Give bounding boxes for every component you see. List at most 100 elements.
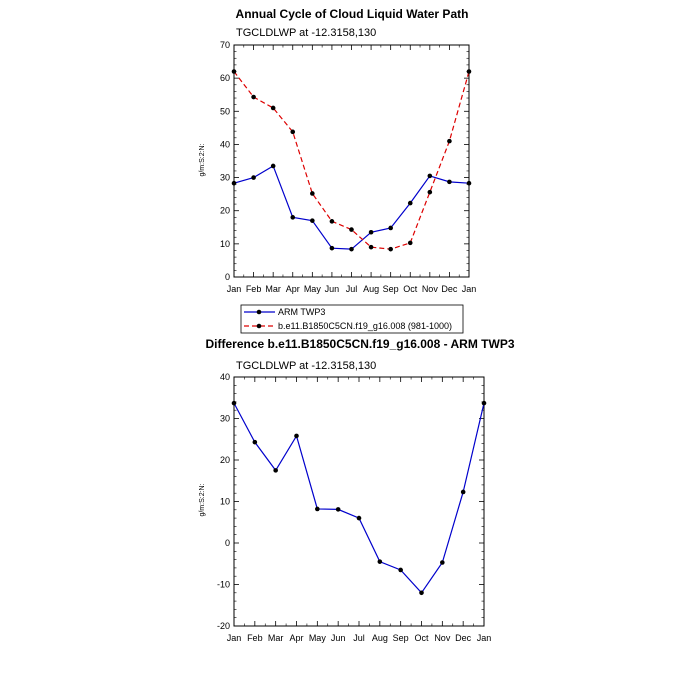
- chart2-point-difference: [377, 559, 383, 564]
- chart-cloud-liquid-annual-cycle: Annual Cycle of Cloud Liquid Water Path …: [199, 7, 476, 334]
- chart1-point-b-e11-b1850c5cn-f19-g16-008-981-1000: [368, 244, 374, 250]
- chart1-ytick-label: 10: [220, 239, 230, 249]
- chart2-point-difference: [315, 506, 320, 512]
- chart1-point-b-e11-b1850c5cn-f19-g16-008-981-1000: [231, 69, 237, 74]
- chart1-point-b-e11-b1850c5cn-f19-g16-008-981-1000: [329, 219, 335, 224]
- chart-difference: Difference b.e11.B1850C5CN.f19_g16.008 -…: [199, 337, 515, 643]
- chart1-xtick-label: Feb: [246, 284, 262, 294]
- chart1-point-arm-twp3: [349, 246, 354, 252]
- chart1-xtick-label: Jun: [325, 284, 340, 294]
- legend-label-arm: ARM TWP3: [278, 307, 325, 317]
- chart1-frame: [233, 44, 470, 278]
- chart1-point-arm-twp3: [329, 245, 335, 251]
- chart2-xtick-label: Feb: [247, 633, 263, 643]
- chart2-point-difference: [481, 400, 487, 406]
- chart2-ytick-label: 10: [220, 497, 230, 507]
- chart2-ytick-label: -20: [217, 621, 230, 631]
- chart1-point-arm-twp3: [427, 173, 433, 179]
- chart2-xtick-label: Apr: [289, 633, 303, 643]
- chart1-xtick-label: Apr: [286, 284, 300, 294]
- chart1-xtick-label: Mar: [265, 284, 281, 294]
- chart1-xtick-label: Jul: [346, 284, 358, 294]
- chart1-axes: [233, 44, 470, 278]
- chart1-ytick-label: 40: [220, 139, 230, 149]
- chart1-point-b-e11-b1850c5cn-f19-g16-008-981-1000: [349, 227, 354, 232]
- chart1-xtick-label: Nov: [422, 284, 439, 294]
- chart1-point-b-e11-b1850c5cn-f19-g16-008-981-1000: [427, 189, 433, 195]
- chart1-ytick-label: 0: [225, 272, 230, 282]
- chart2-ytick-label: 30: [220, 414, 230, 424]
- chart1-ytick-label: 70: [220, 40, 230, 50]
- chart1-point-arm-twp3: [388, 225, 393, 231]
- chart2-tick-labels: Jan Feb Mar Apr May Jun Jul Aug Sep Oct Nov Dec Jan -…: [217, 372, 491, 643]
- chart2-xtick-label: Mar: [268, 633, 284, 643]
- chart2-point-difference: [440, 560, 445, 565]
- chart1-title: Annual Cycle of Cloud Liquid Water Path: [236, 7, 469, 21]
- chart1-tick-labels: Jan Feb Mar Apr May Jun Jul Aug Sep Oct Nov Dec Jan 0…: [220, 40, 476, 294]
- chart2-title: Difference b.e11.B1850C5CN.f19_g16.008 -…: [205, 337, 514, 351]
- legend-marker-arm: [256, 309, 262, 315]
- chart1-marks: [231, 69, 472, 252]
- chart1-point-b-e11-b1850c5cn-f19-g16-008-981-1000: [290, 129, 296, 135]
- chart1-point-b-e11-b1850c5cn-f19-g16-008-981-1000: [447, 138, 452, 144]
- chart2-ytick-label: 20: [220, 455, 230, 465]
- chart1-ytick-label: 20: [220, 206, 230, 216]
- chart2-point-difference: [460, 489, 466, 495]
- chart2-axes: [233, 376, 485, 627]
- chart1-point-arm-twp3: [290, 215, 296, 220]
- chart2-frame: [233, 376, 485, 627]
- chart2-ylabel: g/m:S:2:N:: [199, 483, 206, 516]
- chart2-xtick-label: Dec: [455, 633, 472, 643]
- chart1-xtick-label: Jan: [462, 284, 477, 294]
- chart1-point-b-e11-b1850c5cn-f19-g16-008-981-1000: [310, 191, 315, 196]
- chart1-xtick-label: May: [304, 284, 322, 294]
- chart1-xtick-label: Aug: [363, 284, 379, 294]
- chart1-point-arm-twp3: [447, 179, 452, 185]
- legend-label-model: b.e11.B1850C5CN.f19_g16.008 (981-1000): [278, 321, 452, 331]
- chart2-ytick-label: 0: [225, 538, 230, 548]
- chart2-xtick-label: Jan: [227, 633, 242, 643]
- chart2-point-difference: [273, 468, 278, 473]
- chart2-xtick-label: Aug: [372, 633, 388, 643]
- chart2-point-difference: [356, 515, 362, 521]
- chart2-point-difference: [252, 439, 258, 445]
- chart2-ytick-label: 40: [220, 372, 230, 382]
- legend-marker-model: [256, 323, 262, 329]
- chart2-xtick-label: Sep: [393, 633, 409, 643]
- chart1-point-arm-twp3: [466, 180, 472, 186]
- chart1-point-b-e11-b1850c5cn-f19-g16-008-981-1000: [407, 240, 413, 246]
- chart2-xtick-label: Jan: [477, 633, 492, 643]
- legend-box: [240, 304, 464, 334]
- chart1-point-b-e11-b1850c5cn-f19-g16-008-981-1000: [466, 69, 472, 74]
- chart1-xtick-label: Sep: [383, 284, 399, 294]
- chart2-point-difference: [294, 433, 299, 439]
- chart2-xtick-label: Jun: [331, 633, 346, 643]
- chart1-ytick-label: 60: [220, 73, 230, 83]
- chart1-point-arm-twp3: [368, 229, 374, 235]
- chart1-point-arm-twp3: [251, 175, 256, 180]
- chart1-point-arm-twp3: [407, 200, 413, 206]
- chart2-point-difference: [335, 507, 341, 512]
- chart2-xtick-label: May: [309, 633, 327, 643]
- chart1-xtick-label: Jan: [227, 284, 242, 294]
- chart1-point-arm-twp3: [270, 163, 276, 169]
- chart2-ytick-label: -10: [217, 580, 230, 590]
- chart2-marks: [231, 400, 487, 596]
- chart1-xtick-label: Dec: [441, 284, 458, 294]
- chart2-point-difference: [419, 590, 424, 596]
- chart1-point-b-e11-b1850c5cn-f19-g16-008-981-1000: [270, 105, 276, 111]
- chart1-point-b-e11-b1850c5cn-f19-g16-008-981-1000: [388, 246, 393, 252]
- chart1-ytick-label: 50: [220, 106, 230, 116]
- chart2-point-difference: [398, 567, 403, 573]
- chart2-xtick-label: Oct: [414, 633, 429, 643]
- chart1-xtick-label: Oct: [403, 284, 418, 294]
- chart1-series-line-b-e11-b1850c5cn-f19-g16-008-981-1000: [233, 71, 470, 250]
- chart2-xtick-label: Nov: [434, 633, 451, 643]
- chart1-ylabel: g/m:S:2:N:: [199, 143, 206, 176]
- chart1-legend: ARM TWP3 b.e11.B1850C5CN.f19_g16.008 (98…: [240, 304, 464, 334]
- chart1-point-arm-twp3: [310, 218, 315, 223]
- chart2-subtitle: TGCLDLWP at -12.3158,130: [236, 360, 376, 372]
- chart1-point-b-e11-b1850c5cn-f19-g16-008-981-1000: [251, 94, 256, 100]
- chart1-ytick-label: 30: [220, 173, 230, 183]
